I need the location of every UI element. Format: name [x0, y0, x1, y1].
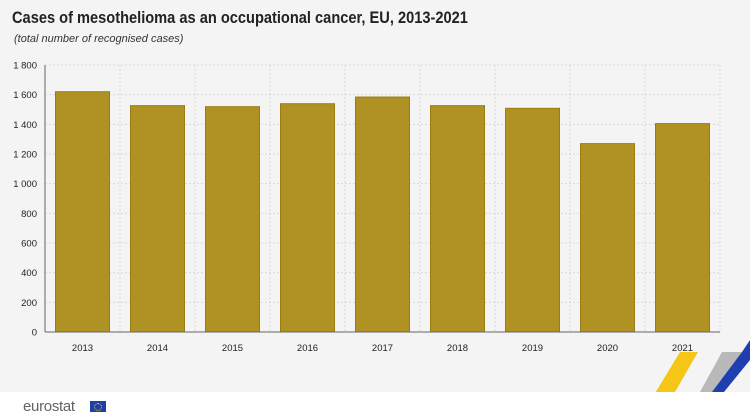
y-tick-label: 1 000	[13, 179, 37, 190]
x-tick-label: 2015	[222, 343, 243, 354]
bar-2021	[655, 123, 710, 333]
y-tick-label: 1 600	[13, 90, 37, 101]
x-tick-label: 2018	[447, 343, 468, 354]
y-tick-label: 1 200	[13, 150, 37, 161]
y-tick-label: 1 400	[13, 120, 37, 131]
y-axis-ticks: 0 200 400 600 800 1 000 1 200 1 400 1 600 1 800	[13, 61, 37, 339]
x-tick-label: 2014	[147, 343, 168, 354]
y-tick-label: 400	[21, 268, 37, 279]
x-tick-label: 2017	[372, 343, 393, 354]
bars	[55, 91, 710, 333]
chart-title: Cases of mesothelioma as an occupational…	[12, 8, 468, 27]
bar-2018	[430, 105, 485, 333]
y-tick-label: 600	[21, 239, 37, 250]
bar-2020	[580, 143, 635, 333]
x-tick-label: 2016	[297, 343, 318, 354]
bar-chart: 0 200 400 600 800 1 000 1 200 1 400 1 600 1 800 2…	[13, 61, 750, 392]
bar-2015	[205, 106, 260, 333]
bar-2013	[55, 91, 110, 333]
bar-2017	[355, 96, 410, 333]
x-axis-ticks: 2013 2014 2015 2016 2017 2018 2019 2020 2021	[72, 343, 693, 354]
x-tick-label: 2021	[672, 343, 693, 354]
eurostat-logo: eurostat	[23, 398, 75, 415]
x-tick-label: 2020	[597, 343, 618, 354]
bar-2014	[130, 105, 185, 333]
y-tick-label: 200	[21, 298, 37, 309]
bar-2019	[505, 107, 560, 333]
y-tick-label: 0	[32, 328, 37, 339]
x-tick-label: 2019	[522, 343, 543, 354]
eu-flag-icon	[90, 401, 106, 412]
y-tick-label: 1 800	[13, 61, 37, 72]
bar-2016	[280, 103, 335, 333]
chart-subtitle: (total number of recognised cases)	[14, 33, 184, 45]
y-tick-label: 800	[21, 209, 37, 220]
x-tick-label: 2013	[72, 343, 93, 354]
decorative-swoosh	[655, 340, 750, 392]
